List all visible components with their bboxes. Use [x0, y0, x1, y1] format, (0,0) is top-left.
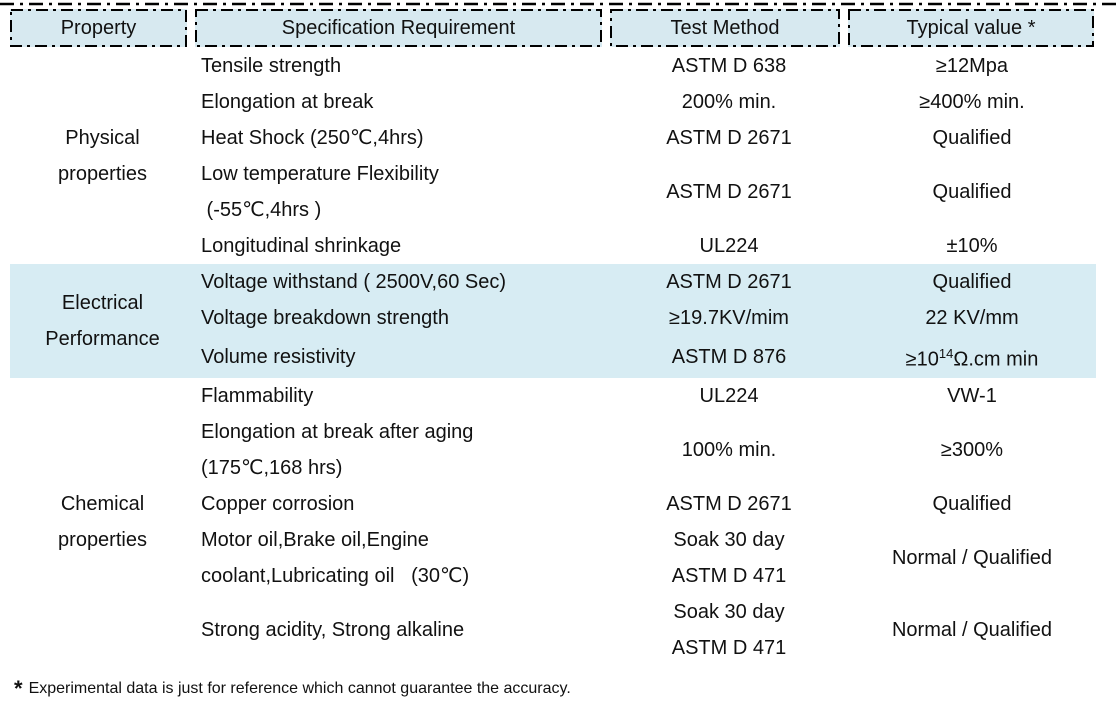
column-header-label: Test Method	[670, 16, 780, 39]
column-header-label: Specification Requirement	[281, 16, 516, 39]
value-cell: ≥12Mpa	[935, 55, 1009, 77]
method-cell: ASTM D 2671	[666, 181, 792, 203]
spec-cell: Motor oil,Brake oil,Engine coolant,Lubri…	[201, 528, 470, 587]
value-cell: ≥400% min.	[919, 91, 1025, 113]
spec-cell: Tensile strength	[201, 55, 342, 77]
column-header-label: Property	[60, 16, 137, 39]
property-group-physical: Physical properties	[58, 127, 147, 185]
method-cell: ≥19.7KV/mim	[610, 300, 848, 336]
value-cell: Normal / Qualified	[891, 546, 1053, 569]
table-row: Motor oil,Brake oil,Engine coolant,Lubri…	[10, 522, 1096, 594]
table-row: Chemical properties Flammability UL224 V…	[10, 378, 1096, 551]
spec-cell: Elongation at break	[201, 91, 374, 113]
value-cell: VW-1	[947, 384, 997, 407]
header-cell-specification: Specification Requirement	[195, 9, 602, 47]
dash-dot-border	[195, 9, 602, 47]
method-cell: ASTM D 2671	[666, 127, 792, 149]
value-superscript: 14	[938, 346, 954, 361]
header-cell-typical-value-wrap: Typical value *	[848, 9, 1096, 47]
value-cell: Qualified	[932, 181, 1012, 203]
spec-cell: Voltage withstand ( 2500V,60 Sec)	[195, 264, 610, 300]
value-cell: Qualified	[932, 127, 1012, 149]
header-cell-specification-wrap: Specification Requirement	[195, 9, 610, 47]
method-cell: UL224	[699, 384, 759, 407]
spec-cell: Longitudinal shrinkage	[201, 235, 402, 257]
value-cell: ±10%	[946, 235, 998, 257]
spec-cell: Elongation at break after aging (175℃,16…	[201, 420, 474, 479]
value-post: Ω.cm min	[953, 348, 1039, 371]
spec-cell: Strong acidity, Strong alkaline	[201, 618, 465, 641]
header-cell-typical-value: Typical value *	[848, 9, 1094, 47]
spec-cell: Copper corrosion	[201, 492, 355, 515]
spec-cell: Heat Shock (250℃,4hrs)	[201, 127, 424, 149]
dash-dot-border	[610, 9, 840, 47]
dash-dot-border	[10, 9, 187, 47]
table-row: Heat Shock (250℃,4hrs) ASTM D 2671 Quali…	[10, 120, 1096, 156]
dash-dot-border	[848, 9, 1094, 47]
table-row: Strong acidity, Strong alkaline Soak 30 …	[10, 594, 1096, 666]
table-row-highlighted: Voltage breakdown strength ≥19.7KV/mim 2…	[10, 300, 1096, 336]
method-cell: Soak 30 day ASTM D 471	[671, 600, 787, 659]
method-cell: ASTM D 2671	[610, 264, 848, 300]
method-cell: UL224	[699, 235, 759, 257]
value-cell: 22 KV/mm	[848, 300, 1096, 336]
table-row: Low temperature Flexibility (-55℃,4hrs )…	[10, 156, 1096, 228]
value-cell: Normal / Qualified	[891, 618, 1053, 641]
value-cell: Qualified	[932, 492, 1012, 515]
header-cell-test-method-wrap: Test Method	[610, 9, 848, 47]
table-row-highlighted: Electrical Performance Voltage withstand…	[10, 264, 1096, 378]
table-header-row: Property Specification Requirement Test …	[10, 9, 1096, 47]
method-cell: ASTM D 2671	[666, 492, 792, 515]
spec-table: Physical properties Tensile strength AST…	[10, 48, 1096, 666]
table-row: Elongation at break 200% min. ≥400% min.	[10, 84, 1096, 120]
header-cell-test-method: Test Method	[610, 9, 840, 47]
spec-cell: Volume resistivity	[195, 336, 610, 378]
column-header-label: Typical value *	[906, 16, 1036, 39]
header-cell-property: Property	[10, 9, 187, 47]
value-cell: Qualified	[848, 264, 1096, 300]
property-group-chemical: Chemical properties	[58, 492, 147, 551]
property-group-electrical: Electrical Performance	[10, 264, 195, 378]
spec-cell: Voltage breakdown strength	[195, 300, 610, 336]
table-top-border	[0, 2, 1118, 6]
spec-cell: Low temperature Flexibility (-55℃,4hrs )	[201, 163, 439, 221]
table-row: Longitudinal shrinkage UL224 ±10%	[10, 228, 1096, 264]
table-row-highlighted: Volume resistivity ASTM D 876 ≥1014Ω.cm …	[10, 336, 1096, 378]
table-row: Copper corrosion ASTM D 2671 Qualified	[10, 486, 1096, 522]
method-cell: Soak 30 day ASTM D 471	[671, 528, 787, 587]
value-pre: ≥10	[905, 348, 939, 371]
spec-cell: Flammability	[201, 384, 314, 407]
table-row: Physical properties Tensile strength AST…	[10, 48, 1096, 185]
footnote: * Experimental data is just for reference…	[14, 675, 1118, 701]
method-cell: ASTM D 638	[671, 55, 787, 77]
header-cell-property-wrap: Property	[10, 9, 195, 47]
value-cell-volume-resistivity: ≥1014Ω.cm min	[848, 336, 1096, 378]
footnote-asterisk: *	[14, 675, 23, 701]
table-row: Elongation at break after aging (175℃,16…	[10, 414, 1096, 486]
method-cell: 100% min.	[681, 438, 777, 461]
method-cell: ASTM D 876	[610, 336, 848, 378]
footnote-text: Experimental data is just for reference …	[28, 679, 571, 697]
method-cell: 200% min.	[681, 91, 777, 113]
value-cell: ≥300%	[940, 438, 1004, 461]
